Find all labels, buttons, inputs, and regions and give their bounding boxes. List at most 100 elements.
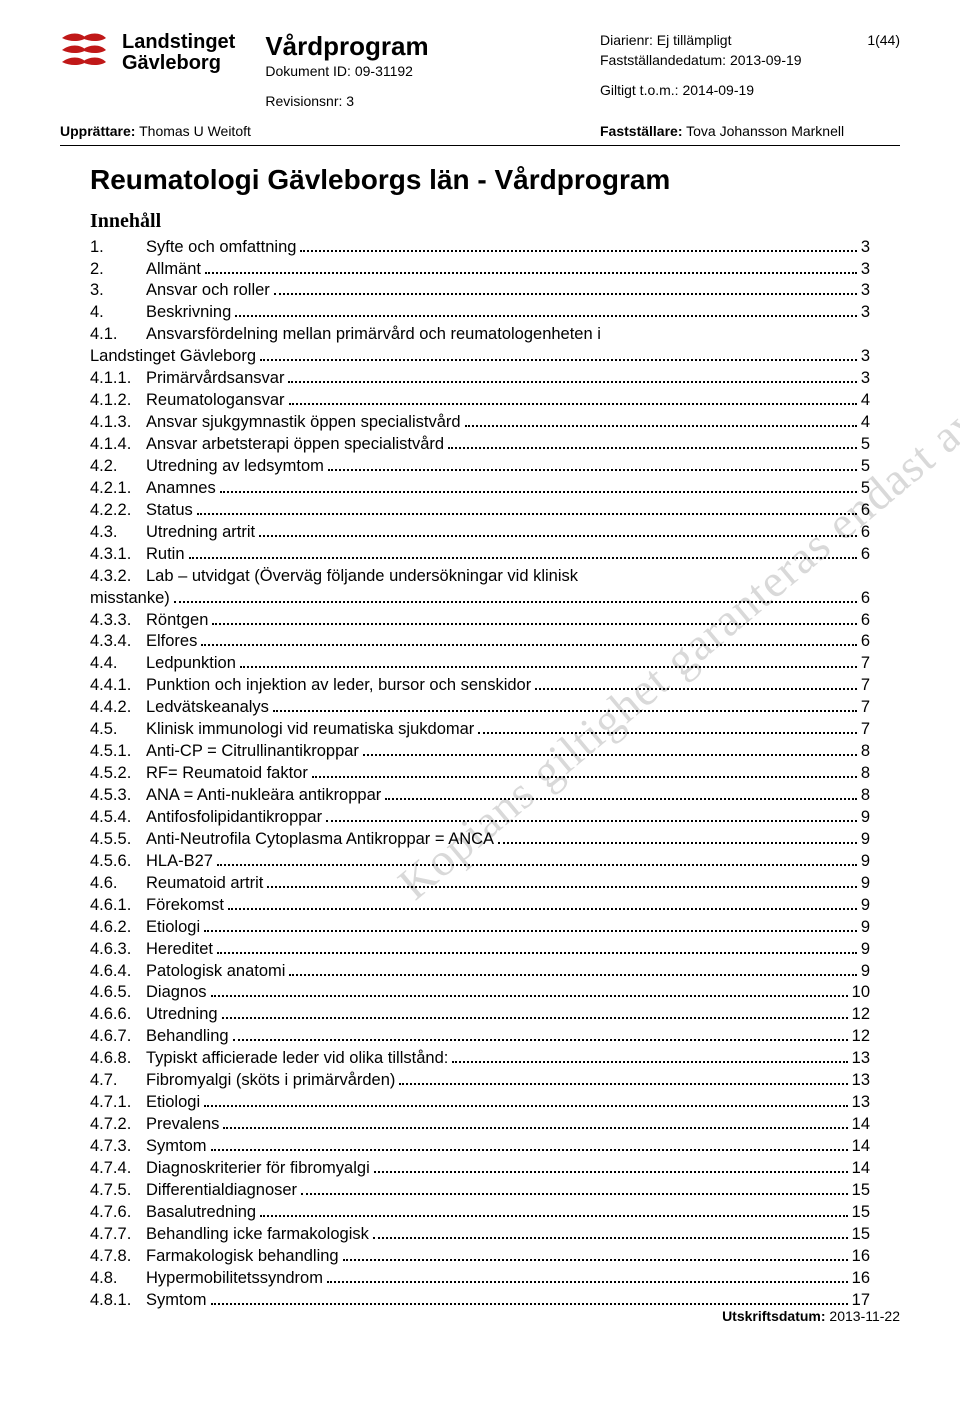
toc-num: 4.5.5.	[90, 829, 146, 851]
toc-num: 4.3.	[90, 522, 146, 544]
toc-leader	[535, 677, 857, 691]
toc-num: 4.5.2.	[90, 763, 146, 785]
toc-leader	[448, 435, 857, 449]
toc-leader	[312, 765, 857, 779]
toc-leader	[267, 874, 856, 888]
toc-row: 4.5.Klinisk immunologi vid reumatiska sj…	[90, 719, 870, 741]
toc-num: 4.5.1.	[90, 741, 146, 763]
toc-num: 4.7.6.	[90, 1202, 146, 1224]
toc-leader	[228, 896, 857, 910]
doc-id-value: 09-31192	[355, 63, 413, 79]
toc-page: 9	[861, 961, 870, 983]
toc-label: Lab – utvidgat (Överväg följande undersö…	[146, 566, 578, 588]
giltigt-value: 2014-09-19	[682, 82, 754, 98]
toc-leader	[498, 830, 857, 844]
toc-num: 4.4.	[90, 653, 146, 675]
toc-row: 4.2.2.Status6	[90, 500, 870, 522]
toc-label: Ansvar och roller	[146, 280, 270, 302]
toc-num: 4.2.	[90, 456, 146, 478]
toc-label: Elfores	[146, 631, 197, 653]
toc-leader	[204, 918, 857, 932]
toc-leader	[204, 1094, 848, 1108]
header-center: Vårdprogram Dokument ID: 09-31192 Revisi…	[235, 32, 600, 109]
toc-row: 4.3.2.Lab – utvidgat (Överväg följande u…	[90, 566, 870, 588]
toc-num: 4.3.1.	[90, 544, 146, 566]
toc-leader	[260, 1203, 848, 1217]
toc-leader	[189, 545, 857, 559]
toc-label: Beskrivning	[146, 302, 231, 324]
toc-page: 7	[861, 719, 870, 741]
toc-num: 4.6.	[90, 873, 146, 895]
toc-label: Reumatoid artrit	[146, 873, 263, 895]
toc-leader	[240, 655, 857, 669]
toc-row: 4.3.1.Rutin6	[90, 544, 870, 566]
toc-page: 9	[861, 829, 870, 851]
toc-row: 4.6.7.Behandling12	[90, 1026, 870, 1048]
toc-label: Anamnes	[146, 478, 216, 500]
toc-label: RF= Reumatoid faktor	[146, 763, 308, 785]
toc-page: 12	[852, 1026, 870, 1048]
toc-page: 12	[852, 1004, 870, 1026]
toc-row: 4.1.3.Ansvar sjukgymnastik öppen special…	[90, 412, 870, 434]
toc-page: 6	[861, 631, 870, 653]
toc-page: 5	[861, 456, 870, 478]
toc-label: Diagnoskriterier för fibromyalgi	[146, 1158, 370, 1180]
toc-label: Etiologi	[146, 917, 200, 939]
toc-leader	[478, 721, 857, 735]
toc-row: 4.2.1.Anamnes5	[90, 478, 870, 500]
toc-label: Anti-CP = Citrullinantikroppar	[146, 741, 359, 763]
toc-page: 7	[861, 675, 870, 697]
header-left: Landstinget Gävleborg	[60, 32, 235, 76]
toc-label: Ansvar sjukgymnastik öppen specialistvår…	[146, 412, 461, 434]
toc-page: 16	[852, 1246, 870, 1268]
toc-label: Hereditet	[146, 939, 213, 961]
toc-leader	[465, 414, 857, 428]
toc-row: 4.7.5.Differentialdiagnoser15	[90, 1180, 870, 1202]
diarienr-label: Diarienr:	[600, 32, 653, 48]
diarienr-value: Ej tillämpligt	[657, 32, 732, 48]
toc-label: ANA = Anti-nukleära antikroppar	[146, 785, 381, 807]
toc-label: Landstinget Gävleborg	[90, 346, 256, 368]
doc-id-label: Dokument ID:	[265, 63, 351, 79]
toc-page: 8	[861, 785, 870, 807]
toc-label: Basalutredning	[146, 1202, 256, 1224]
toc-leader	[217, 852, 857, 866]
toc-num: 4.5.4.	[90, 807, 146, 829]
logo-icon	[60, 32, 108, 76]
toc-label: Fibromyalgi (sköts i primärvården)	[146, 1070, 395, 1092]
toc-row: 4.5.5.Anti-Neutrofila Cytoplasma Antikro…	[90, 829, 870, 851]
toc-page: 16	[852, 1268, 870, 1290]
toc-num: 4.1.	[90, 324, 146, 346]
giltigt-row: Giltigt t.o.m.: 2014-09-19	[600, 82, 900, 98]
toc-row: 4.7.6.Basalutredning15	[90, 1202, 870, 1224]
toc-label: Differentialdiagnoser	[146, 1180, 297, 1202]
toc-leader	[205, 260, 857, 274]
header-bottom: Upprättare: Thomas U Weitoft Fastställar…	[60, 123, 900, 139]
page-title: Reumatologi Gävleborgs län - Vårdprogram	[90, 164, 900, 196]
toc-num: 4.5.3.	[90, 785, 146, 807]
toc-num: 4.6.4.	[90, 961, 146, 983]
toc-row: 4.3.3.Röntgen6	[90, 610, 870, 632]
toc-row: 4.1.2.Reumatologansvar4	[90, 390, 870, 412]
toc-page: 3	[861, 237, 870, 259]
toc-row: 4.4.1.Punktion och injektion av leder, b…	[90, 675, 870, 697]
toc-label: Symtom	[146, 1136, 207, 1158]
toc-num: 1.	[90, 237, 146, 259]
toc-label: Röntgen	[146, 610, 208, 632]
org-line2: Gävleborg	[122, 53, 235, 74]
toc-row: Landstinget Gävleborg3	[90, 346, 870, 368]
toc-leader	[223, 1116, 847, 1130]
toc-row: 4.8.1.Symtom17	[90, 1290, 870, 1312]
toc-num: 2.	[90, 259, 146, 281]
toc-num: 4.1.3.	[90, 412, 146, 434]
toc-label: Syfte och omfattning	[146, 237, 296, 259]
toc-heading: Innehåll	[90, 210, 900, 233]
toc-num: 4.8.1.	[90, 1290, 146, 1312]
toc-num: 4.7.8.	[90, 1246, 146, 1268]
toc-row: 4.7.Fibromyalgi (sköts i primärvården)13	[90, 1070, 870, 1092]
toc-row: 4.7.8.Farmakologisk behandling16	[90, 1246, 870, 1268]
toc-leader	[289, 392, 857, 406]
toc-label: Anti-Neutrofila Cytoplasma Antikroppar =…	[146, 829, 494, 851]
toc-row: 4.5.1.Anti-CP = Citrullinantikroppar8	[90, 741, 870, 763]
toc-label: Klinisk immunologi vid reumatiska sjukdo…	[146, 719, 474, 741]
